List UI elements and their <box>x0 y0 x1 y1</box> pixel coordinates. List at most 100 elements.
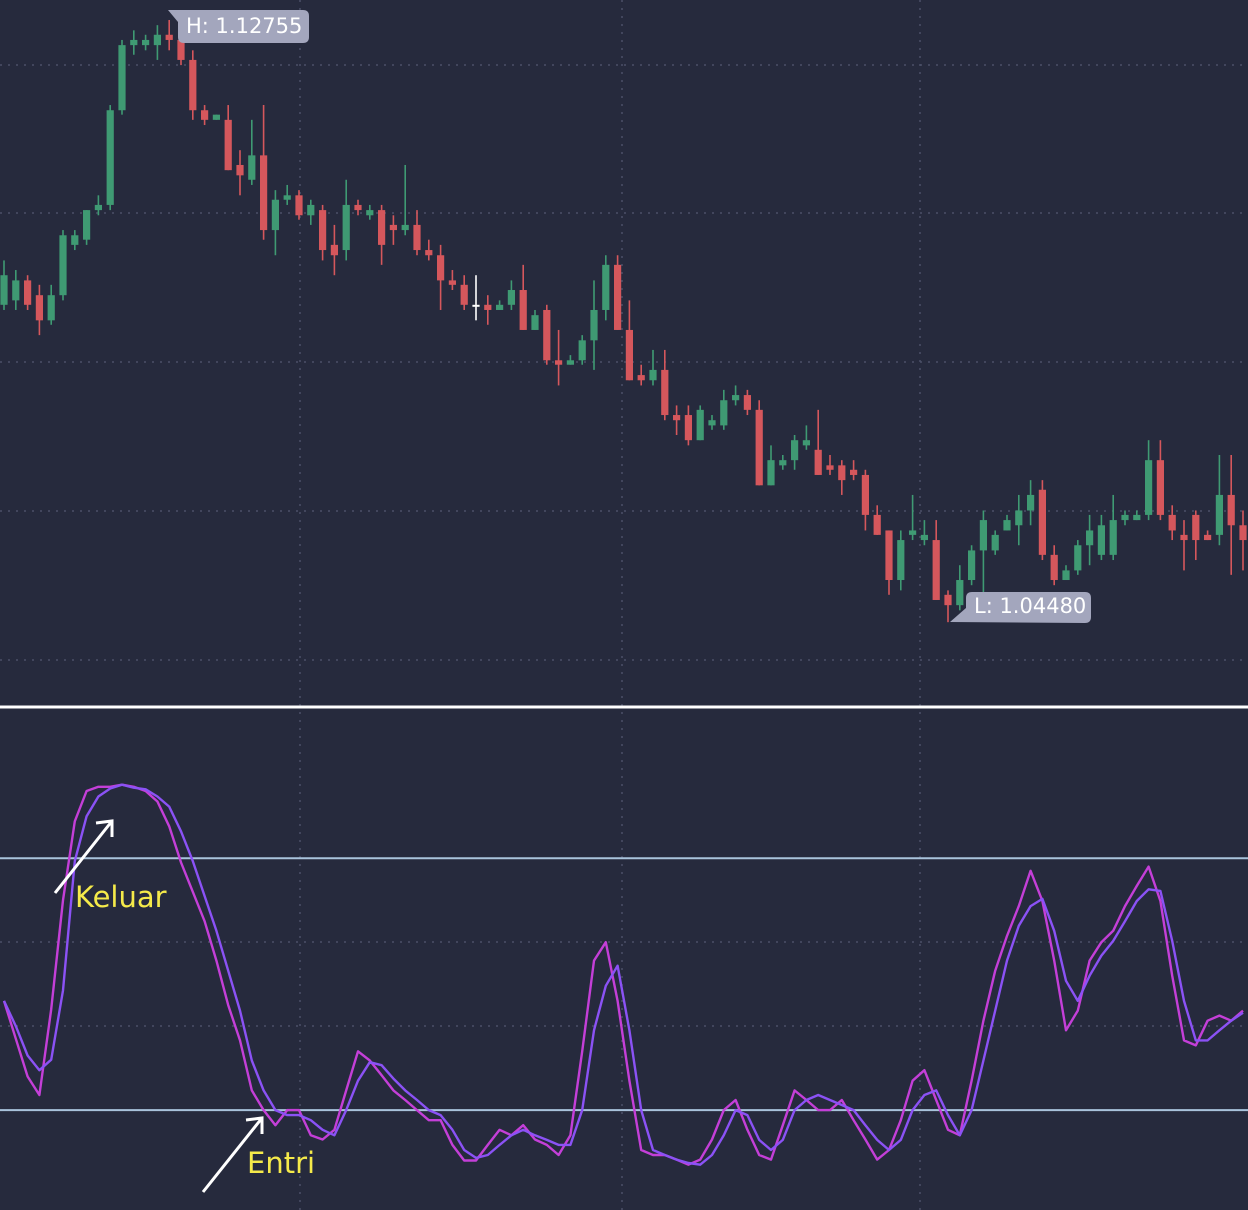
candle-body <box>71 235 79 245</box>
candle-body <box>224 119 232 171</box>
low-label: L: 1.04480 <box>974 594 1086 618</box>
candle-body <box>1074 545 1082 571</box>
candle-body <box>1003 520 1011 531</box>
low-tag: L: 1.04480 <box>950 592 1091 623</box>
candle-body <box>732 395 740 401</box>
candle-body <box>1192 514 1200 541</box>
candle-body <box>944 594 952 606</box>
candle-body <box>802 440 810 446</box>
candle-body <box>189 59 197 111</box>
candle-body <box>59 235 67 296</box>
candle-body <box>35 295 43 321</box>
candle-body <box>1015 510 1023 526</box>
candle-body <box>12 280 20 301</box>
candle-body <box>342 204 350 251</box>
candle-body <box>519 290 527 330</box>
candle-body <box>791 440 799 461</box>
price-panel <box>0 9 1247 623</box>
candle-body <box>1121 514 1129 521</box>
arrow <box>53 819 114 894</box>
candle-body <box>295 195 303 216</box>
candle-body <box>861 474 869 515</box>
candle-body <box>83 210 91 240</box>
candle-body <box>850 469 858 475</box>
arrows <box>53 819 264 1193</box>
candle-body <box>378 210 386 245</box>
candle-body <box>177 39 185 60</box>
annotation: Entri <box>247 1146 315 1180</box>
candle-body <box>484 304 492 310</box>
annotation: Keluar <box>75 880 167 914</box>
candle-body <box>496 304 504 310</box>
candle-body <box>283 195 291 200</box>
candle-body <box>271 199 279 231</box>
candle-body <box>1239 525 1247 541</box>
candle-body <box>413 224 421 251</box>
tag-box <box>168 10 309 43</box>
candle-body <box>979 520 987 551</box>
candle-body <box>201 110 209 120</box>
candle-body <box>142 39 150 46</box>
high-tag: H: 1.12755 <box>168 10 309 43</box>
candle-body <box>401 224 409 231</box>
candle-body <box>472 304 480 307</box>
candle-body <box>673 415 681 421</box>
candle-body <box>531 315 539 330</box>
candle-body <box>307 204 315 216</box>
candle-body <box>637 375 645 381</box>
candle-body <box>106 110 114 205</box>
candle-body <box>366 210 374 216</box>
candle-body <box>1038 489 1046 555</box>
candle-body <box>873 514 881 535</box>
candle-body <box>1215 494 1223 535</box>
candle-body <box>1156 460 1164 515</box>
candle-body <box>1133 514 1141 521</box>
candle-body <box>968 550 976 581</box>
candle-body <box>47 295 55 321</box>
candle-body <box>24 280 32 305</box>
high-label: H: 1.12755 <box>186 14 302 38</box>
candle-body <box>826 465 834 470</box>
candle-body <box>260 155 268 231</box>
candle-body <box>779 460 787 466</box>
candle-body <box>319 210 327 251</box>
candle-body <box>425 250 433 256</box>
candle-body <box>885 530 893 581</box>
candle-body <box>1227 494 1235 526</box>
candle-body <box>614 264 622 330</box>
candle-body <box>118 45 126 111</box>
candle-body <box>566 360 574 365</box>
oscillator-panel <box>0 783 1248 1166</box>
candle-body <box>165 34 173 40</box>
candle-body <box>448 280 456 285</box>
candle-body <box>590 309 598 341</box>
tag-box <box>950 592 1091 623</box>
candle-body <box>1097 525 1105 555</box>
candle-body <box>956 580 964 606</box>
candle-body <box>708 420 716 426</box>
candle-body <box>578 340 586 361</box>
candle-body <box>661 369 669 416</box>
candle-body <box>649 369 657 381</box>
candle-body <box>897 540 905 581</box>
candle-body <box>909 530 917 535</box>
candle-body <box>838 465 846 481</box>
candle-body <box>389 224 397 231</box>
candle-body <box>543 309 551 361</box>
candle-body <box>330 244 338 256</box>
candle-body <box>1062 570 1070 581</box>
candle-body <box>602 264 610 310</box>
candle-body <box>755 409 763 486</box>
candle-body <box>767 460 775 486</box>
candle-body <box>354 204 362 211</box>
candle-body <box>236 164 244 176</box>
oscillator-line <box>2 783 1244 1166</box>
candle-body <box>1204 534 1212 541</box>
candle-body <box>720 400 728 426</box>
candle-body <box>212 114 220 120</box>
arrow <box>201 1116 264 1193</box>
candle-body <box>920 534 928 541</box>
candle-body <box>507 290 515 305</box>
candle-body <box>1050 554 1058 581</box>
